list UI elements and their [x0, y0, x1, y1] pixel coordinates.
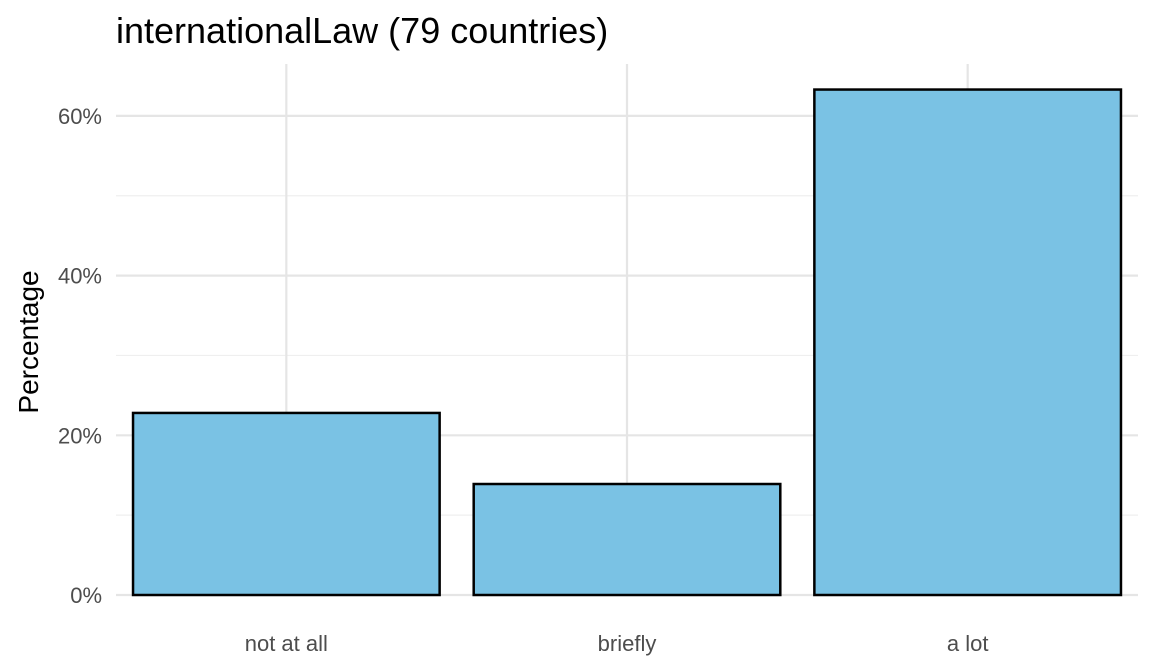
bar-a-lot [813, 88, 1123, 597]
bars [131, 88, 1123, 597]
chart-title: internationalLaw (79 countries) [116, 10, 608, 51]
bar-not-at-all [131, 411, 441, 597]
y-tick-label: 0% [70, 583, 102, 608]
y-tick-label: 40% [58, 264, 102, 289]
y-axis-ticks: 0% 20% 40% 60% [58, 104, 102, 608]
x-tick-label: not at all [245, 631, 328, 656]
x-tick-label: briefly [598, 631, 657, 656]
x-tick-label: a lot [947, 631, 989, 656]
x-axis-ticks: not at all briefly a lot [245, 631, 989, 656]
y-axis-title: Percentage [13, 270, 44, 413]
y-tick-label: 60% [58, 104, 102, 129]
y-tick-label: 20% [58, 423, 102, 448]
bar-briefly [472, 482, 782, 597]
